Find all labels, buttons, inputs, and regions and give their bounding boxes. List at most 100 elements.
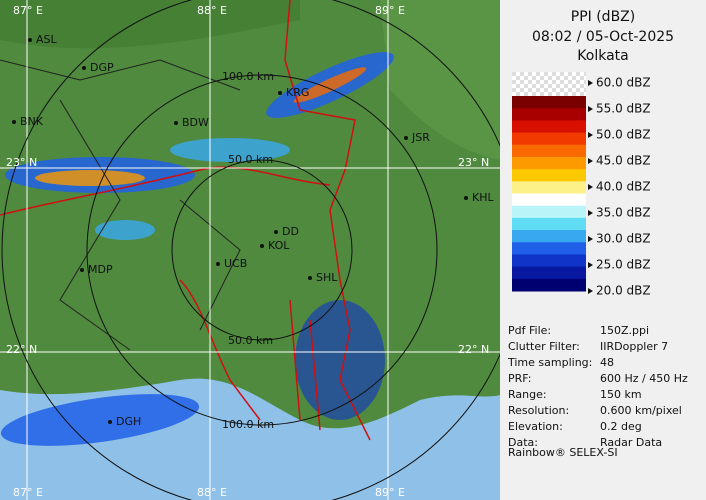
- district: [0, 59, 241, 351]
- terrain: [380, 0, 500, 160]
- scale-band: [512, 193, 586, 207]
- city-dot: [80, 268, 84, 272]
- echo: [170, 138, 290, 162]
- grid-label: 22° N: [458, 343, 489, 356]
- city-label: KHL: [472, 191, 494, 204]
- scale-band: [512, 169, 586, 182]
- info-value: IIRDoppler 7: [600, 340, 668, 353]
- info-value: 48: [600, 356, 614, 369]
- scale-arrow: [588, 236, 593, 242]
- city-dot: [404, 136, 408, 140]
- info-key: Data:: [508, 436, 538, 449]
- city-label: KRG: [286, 86, 309, 99]
- city-dot: [274, 230, 278, 234]
- info-value: 0.600 km/pixel: [600, 404, 682, 417]
- echo: [0, 394, 200, 446]
- border: [284, 0, 371, 441]
- info-key: Range:: [508, 388, 547, 401]
- info-key: Elevation:: [508, 420, 563, 433]
- scale-arrow: [588, 106, 593, 112]
- districts: [0, 59, 241, 351]
- scale-band: [512, 254, 586, 268]
- info-value: 150Z.ppi: [600, 324, 649, 337]
- city-label: SHL: [316, 271, 338, 284]
- scale-arrow: [588, 210, 593, 216]
- range-ring: [171, 159, 353, 341]
- echo: [95, 220, 155, 240]
- info-key: Time sampling:: [507, 356, 592, 369]
- scale-label: 25.0 dBZ: [596, 258, 651, 272]
- scale-band: [512, 181, 586, 194]
- scale-band: [512, 144, 586, 158]
- echo: [35, 170, 145, 186]
- scale-band: [512, 108, 586, 121]
- ring-label: 100.0 km: [222, 70, 274, 83]
- site: Kolkata: [577, 48, 628, 64]
- grid-label: 88° E: [197, 4, 227, 17]
- scale-label: 20.0 dBZ: [596, 284, 651, 298]
- city-label: BDW: [182, 116, 209, 129]
- color-scale: 60.0 dBZ 55.0 dBZ 50.0 dBZ 45.0 dBZ 40.0 dBZ…: [512, 76, 651, 298]
- city-label: DGH: [116, 415, 141, 428]
- scale-band: [512, 266, 586, 280]
- city-label: UCB: [224, 257, 247, 270]
- borders: [0, 0, 371, 441]
- echo: [293, 67, 367, 103]
- city-dot: [464, 196, 468, 200]
- city-label: ASL: [36, 33, 58, 46]
- city-dot: [12, 120, 16, 124]
- ring-label: 100.0 km: [222, 418, 274, 431]
- city-label: BNK: [20, 115, 44, 128]
- scale-arrow: [588, 262, 593, 268]
- map: 87° E 88° E 89° E 23° N 23° N 22° N 22° …: [0, 0, 500, 500]
- footer: Rainbow® SELEX-SI: [508, 446, 618, 459]
- range-ring: [1, 0, 500, 500]
- scale-label: 40.0 dBZ: [596, 180, 651, 194]
- scale-band: [512, 205, 586, 219]
- scale-band: [512, 278, 586, 292]
- title: PPI (dBZ): [571, 9, 635, 25]
- info-key: Clutter Filter:: [508, 340, 580, 353]
- scale-arrow: [588, 158, 593, 164]
- city-dot: [82, 66, 86, 70]
- scale-label: 45.0 dBZ: [596, 154, 651, 168]
- city-label: KOL: [268, 239, 290, 252]
- scale-arrow: [588, 184, 593, 190]
- border: [179, 279, 321, 431]
- info-value: Radar Data: [600, 436, 662, 449]
- scale-band: [512, 217, 586, 231]
- grid-label: 22° N: [6, 343, 37, 356]
- border: [0, 166, 331, 216]
- range-rings: [1, 0, 500, 500]
- info-value: 0.2 deg: [600, 420, 642, 433]
- city-dot: [28, 38, 32, 42]
- scale-band: [512, 132, 586, 146]
- grid-label: 87° E: [13, 4, 43, 17]
- city-dot: [108, 420, 112, 424]
- terrain: [0, 0, 300, 49]
- grid-label: 87° E: [13, 486, 43, 499]
- scale-arrow: [588, 288, 593, 294]
- ring-label: 50.0 km: [228, 334, 273, 347]
- city-label: DGP: [90, 61, 114, 74]
- info-table: Pdf File: 150Z.ppi Clutter Filter: IIRDoppl…: [507, 324, 688, 449]
- city-label: DD: [282, 225, 299, 238]
- info-key: Pdf File:: [508, 324, 551, 337]
- info-key: PRF:: [508, 372, 531, 385]
- scale-label: 35.0 dBZ: [596, 206, 651, 220]
- scale-label: 60.0 dBZ: [596, 76, 651, 90]
- info-value: 600 Hz / 450 Hz: [600, 372, 688, 385]
- scale-label: 30.0 dBZ: [596, 232, 651, 246]
- range-ring: [86, 74, 438, 426]
- scale-arrow: [588, 132, 593, 138]
- city-dot: [278, 91, 282, 95]
- grid-label: 88° E: [197, 486, 227, 499]
- info-key: Resolution:: [508, 404, 569, 417]
- city-label: MDP: [88, 263, 113, 276]
- ring-label: 50.0 km: [228, 153, 273, 166]
- grid-label: 89° E: [375, 486, 405, 499]
- city-dot: [174, 121, 178, 125]
